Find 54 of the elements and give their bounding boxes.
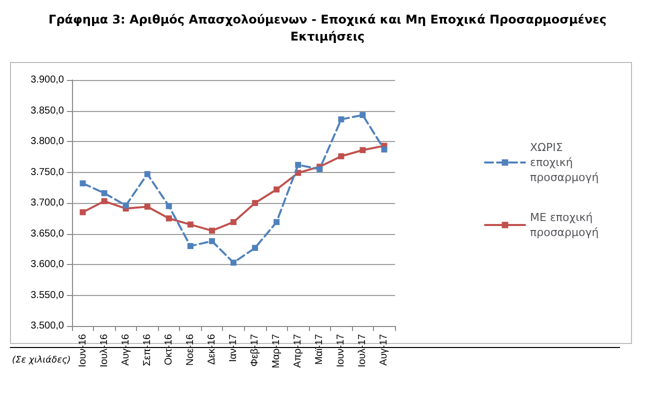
x-tick-label: Μαρ-17 — [271, 334, 282, 368]
x-tick-label: Ιαν-17 — [228, 334, 239, 362]
y-tick-label: 3.650,0 — [30, 228, 64, 240]
x-tick-label: Φεβ-17 — [250, 334, 261, 367]
x-tick-label: Ιουλ-16 — [98, 334, 110, 368]
point — [274, 186, 280, 192]
point — [360, 112, 366, 118]
x-tick-label: Απρ-17 — [292, 334, 304, 368]
point — [144, 171, 150, 178]
y-tick-label: 3.900,0 — [30, 74, 64, 86]
point — [80, 209, 86, 216]
point — [187, 243, 194, 250]
y-tick-label: 3.500,0 — [30, 320, 64, 332]
point — [252, 200, 258, 206]
x-tick-label: Νοε-16 — [184, 334, 196, 366]
chart-title: Γράφημα 3: Αριθμός Απασχολούμενων - Εποχικά και Μη Εποχικά Προσαρμοσμένες Εκτιμήσεις — [48, 12, 606, 44]
point — [101, 198, 108, 204]
point — [338, 116, 344, 122]
text: (Σε χιλιάδες) — [12, 354, 71, 366]
point — [166, 215, 172, 222]
x-tick-label: Ιουλ-17 — [357, 334, 368, 368]
point — [208, 228, 215, 234]
x-tick-label: Δεκ-16 — [206, 334, 218, 365]
y-tick-label: 3.850,0 — [30, 105, 64, 116]
y-tick-label: 3.750,0 — [30, 166, 64, 178]
point — [166, 203, 172, 210]
x-tick-label: Σεπ-16 — [142, 334, 153, 366]
legend-label: ΜΕ εποχική προσαρμογή — [530, 211, 599, 239]
point — [230, 219, 236, 226]
x-tick-label: Αυγ-17 — [378, 334, 390, 366]
legend-label: ΧΩΡΙΣ εποχική προσαρμογή — [530, 141, 599, 184]
point — [360, 147, 366, 154]
point — [295, 162, 302, 168]
point — [122, 202, 129, 208]
x-tick-label: Αυγ-16 — [120, 334, 132, 366]
point — [144, 204, 150, 210]
y-tick-label: 3.600,0 — [30, 259, 64, 270]
x-tick-label: Μαϊ-17 — [314, 334, 326, 365]
y-tick-label: 3.550,0 — [30, 290, 64, 301]
point — [338, 153, 344, 160]
y-tick-label: 3.700,0 — [30, 198, 64, 208]
point — [80, 180, 86, 186]
point — [101, 190, 108, 196]
x-tick-label: Οκτ-16 — [163, 334, 174, 366]
point — [208, 238, 215, 244]
point — [187, 222, 194, 228]
point — [252, 244, 258, 251]
x-tick-label: Ιουν-16 — [77, 334, 88, 368]
x-tick-label: Ιουν-17 — [336, 334, 347, 368]
point — [316, 166, 323, 172]
point — [274, 219, 280, 226]
point — [381, 146, 388, 152]
point — [230, 260, 236, 266]
y-tick-label: 3.800,0 — [30, 136, 64, 147]
